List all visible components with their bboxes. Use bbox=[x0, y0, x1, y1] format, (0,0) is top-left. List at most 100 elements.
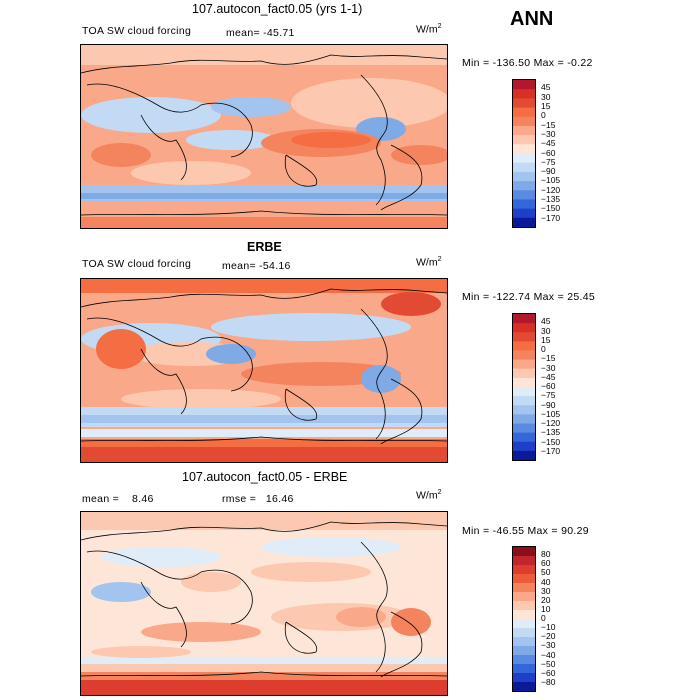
colorbar-tick-label: −90 bbox=[541, 166, 556, 177]
panel2-minmax: Min = -122.74 Max = 25.45 bbox=[462, 291, 595, 303]
colorbar-swatch bbox=[513, 144, 535, 154]
colorbar-tick-label: 30 bbox=[541, 585, 551, 596]
colorbar-swatch bbox=[513, 181, 535, 191]
panel2-map bbox=[80, 278, 448, 463]
colorbar-swatch bbox=[513, 80, 535, 90]
colorbar-swatch bbox=[513, 637, 535, 647]
colorbar-tick-label: 30 bbox=[541, 325, 551, 336]
colorbar-swatch bbox=[513, 377, 535, 388]
panel3-title: 107.autocon_fact0.05 - ERBE bbox=[182, 470, 348, 484]
panel2-colorbar bbox=[512, 313, 536, 461]
panel3-mean: mean = 8.46 bbox=[82, 493, 154, 505]
colorbar-tick-label: 60 bbox=[541, 558, 551, 569]
colorbar-tick-label: 45 bbox=[541, 316, 551, 327]
colorbar-swatch bbox=[513, 359, 535, 370]
colorbar-swatch bbox=[513, 628, 535, 638]
colorbar-tick-label: −75 bbox=[541, 390, 556, 401]
panel3-rmse: rmse = 16.46 bbox=[222, 493, 294, 505]
colorbar-swatch bbox=[513, 125, 535, 136]
panel1-map-field bbox=[81, 45, 447, 228]
colorbar-tick-label: 0 bbox=[541, 344, 546, 354]
panel2-units: W/m2 bbox=[416, 256, 442, 269]
colorbar-swatch bbox=[513, 556, 535, 566]
colorbar-swatch bbox=[513, 646, 535, 656]
colorbar-tick-label: −150 bbox=[541, 436, 561, 447]
colorbar-swatch bbox=[513, 98, 535, 109]
colorbar-tick-label: −135 bbox=[541, 194, 561, 205]
colorbar-swatch bbox=[513, 135, 535, 145]
panel1-field-label: TOA SW cloud forcing bbox=[82, 25, 192, 37]
colorbar-swatch bbox=[513, 323, 535, 333]
colorbar-swatch bbox=[513, 682, 535, 692]
colorbar-tick-label: −20 bbox=[541, 631, 556, 642]
colorbar-tick-label: −45 bbox=[541, 138, 556, 149]
colorbar-swatch bbox=[513, 565, 535, 575]
colorbar-tick-label: −135 bbox=[541, 427, 561, 438]
colorbar-tick-label: 0 bbox=[541, 110, 546, 121]
panel3-map-field bbox=[81, 512, 447, 695]
colorbar-swatch bbox=[513, 619, 535, 629]
colorbar-tick-label: −30 bbox=[541, 362, 556, 373]
colorbar-tick-label: 45 bbox=[541, 82, 551, 93]
panel1-title: 107.autocon_fact0.05 (yrs 1-1) bbox=[192, 2, 363, 16]
colorbar-swatch bbox=[513, 89, 535, 99]
panel2-mean: mean= -54.16 bbox=[222, 260, 291, 272]
colorbar-swatch bbox=[513, 583, 535, 593]
panel3-map bbox=[80, 511, 448, 696]
colorbar-swatch bbox=[513, 314, 535, 324]
panel1-map bbox=[80, 44, 448, 229]
colorbar-swatch bbox=[513, 162, 535, 173]
panel2-colorbar-swatches bbox=[513, 314, 535, 461]
colorbar-swatch bbox=[513, 655, 535, 665]
colorbar-tick-label: 80 bbox=[541, 549, 551, 560]
colorbar-swatch bbox=[513, 610, 535, 620]
colorbar-swatch bbox=[513, 574, 535, 584]
colorbar-tick-label: −50 bbox=[541, 658, 556, 669]
colorbar-tick-label: 10 bbox=[541, 603, 551, 614]
colorbar-swatch bbox=[513, 673, 535, 683]
panel1-colorbar bbox=[512, 79, 536, 228]
colorbar-swatch bbox=[513, 208, 535, 219]
colorbar-swatch bbox=[513, 107, 535, 118]
colorbar-tick-label: 0 bbox=[541, 613, 546, 623]
colorbar-swatch bbox=[513, 396, 535, 406]
colorbar-tick-label: −30 bbox=[541, 128, 556, 139]
panel1-colorbar-swatches bbox=[513, 80, 535, 228]
panel3-colorbar-swatches bbox=[513, 547, 535, 692]
colorbar-swatch bbox=[513, 190, 535, 200]
colorbar-swatch bbox=[513, 350, 535, 361]
season-title: ANN bbox=[510, 8, 554, 30]
colorbar-swatch bbox=[513, 153, 535, 164]
colorbar-tick-label: −60 bbox=[541, 381, 556, 391]
colorbar-swatch bbox=[513, 341, 535, 352]
colorbar-tick-label: −80 bbox=[541, 676, 556, 687]
colorbar-tick-label: −105 bbox=[541, 408, 561, 419]
colorbar-tick-label: 20 bbox=[541, 594, 551, 605]
colorbar-swatch bbox=[513, 432, 535, 443]
colorbar-swatch bbox=[513, 664, 535, 674]
colorbar-swatch bbox=[513, 116, 535, 127]
panel3-minmax: Min = -46.55 Max = 90.29 bbox=[462, 525, 589, 537]
panel1-mean: mean= -45.71 bbox=[226, 27, 295, 39]
colorbar-swatch bbox=[513, 450, 535, 461]
colorbar-swatch bbox=[513, 601, 535, 611]
colorbar-swatch bbox=[513, 199, 535, 210]
colorbar-swatch bbox=[513, 217, 535, 228]
colorbar-tick-label: −150 bbox=[541, 203, 561, 214]
colorbar-tick-label: −40 bbox=[541, 649, 556, 660]
colorbar-tick-label: −170 bbox=[541, 212, 561, 223]
colorbar-swatch bbox=[513, 423, 535, 434]
colorbar-tick-label: −30 bbox=[541, 640, 556, 651]
colorbar-tick-label: −105 bbox=[541, 175, 561, 186]
colorbar-tick-label: −90 bbox=[541, 399, 556, 410]
colorbar-swatch bbox=[513, 387, 535, 397]
colorbar-tick-label: −120 bbox=[541, 184, 561, 195]
colorbar-tick-label: 30 bbox=[541, 91, 551, 102]
colorbar-tick-label: 50 bbox=[541, 567, 551, 578]
colorbar-tick-label: 15 bbox=[541, 100, 551, 111]
colorbar-tick-label: −10 bbox=[541, 622, 556, 633]
colorbar-tick-label: −60 bbox=[541, 667, 556, 678]
colorbar-swatch bbox=[513, 441, 535, 452]
colorbar-swatch bbox=[513, 171, 535, 182]
colorbar-tick-label: 15 bbox=[541, 334, 551, 345]
